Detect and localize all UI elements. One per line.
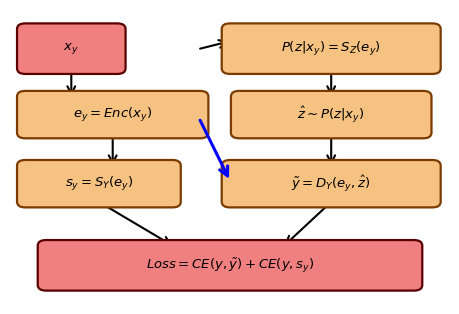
- FancyBboxPatch shape: [221, 24, 440, 74]
- FancyBboxPatch shape: [230, 91, 431, 138]
- FancyBboxPatch shape: [17, 160, 180, 207]
- Text: $e_y = Enc(x_y)$: $e_y = Enc(x_y)$: [73, 106, 152, 124]
- FancyBboxPatch shape: [17, 24, 125, 74]
- Text: $Loss = CE(y, \tilde{y}) + CE(y, s_y)$: $Loss = CE(y, \tilde{y}) + CE(y, s_y)$: [146, 256, 313, 274]
- FancyBboxPatch shape: [17, 91, 208, 138]
- Text: $s_y = S_Y(e_y)$: $s_y = S_Y(e_y)$: [64, 175, 133, 193]
- Text: $\tilde{y} = D_Y(e_y, \hat{z})$: $\tilde{y} = D_Y(e_y, \hat{z})$: [291, 174, 370, 194]
- FancyBboxPatch shape: [221, 160, 440, 207]
- Text: $\hat{z} \sim P(z|x_y)$: $\hat{z} \sim P(z|x_y)$: [297, 105, 364, 125]
- FancyBboxPatch shape: [38, 240, 421, 291]
- Text: $P(z|x_y) = S_Z(e_y)$: $P(z|x_y) = S_Z(e_y)$: [280, 40, 381, 58]
- Text: $x_y$: $x_y$: [63, 41, 79, 56]
